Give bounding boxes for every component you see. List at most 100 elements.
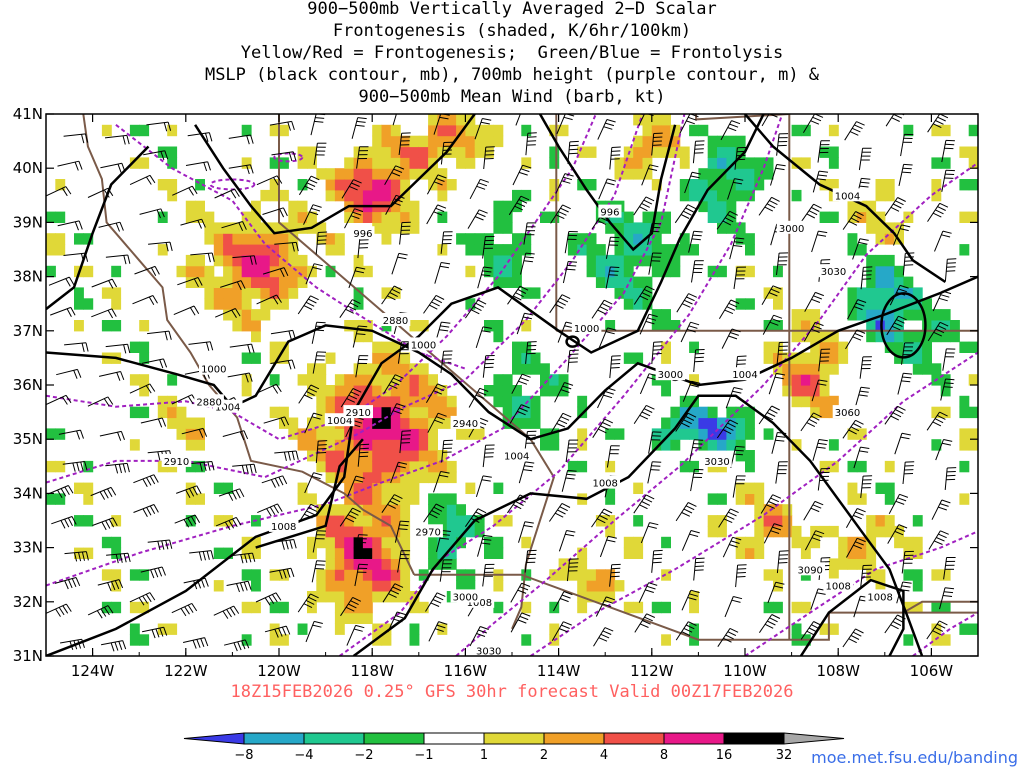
shade-cell — [530, 352, 541, 364]
wind-barb — [172, 185, 198, 196]
shade-cell — [586, 233, 597, 245]
shade-cell — [400, 504, 411, 516]
shade-cell — [428, 146, 438, 158]
shade-cell — [623, 222, 634, 234]
wind-barb — [509, 404, 530, 424]
shade-cell — [875, 276, 886, 288]
lon-tick-label: 106W — [910, 662, 954, 680]
shade-cell — [679, 179, 690, 191]
wind-barb — [812, 170, 829, 193]
wind-barb — [214, 188, 240, 199]
wind-barb — [129, 174, 156, 186]
shade-cell — [661, 341, 671, 353]
shade-cell — [530, 363, 541, 375]
shade-cell — [139, 124, 150, 137]
wind-barb — [176, 485, 202, 499]
shade-cell — [623, 536, 634, 549]
wind-barb — [140, 417, 167, 428]
colorbar-swatch — [423, 732, 485, 745]
contour-label: 3060 — [835, 408, 860, 419]
shade-cell — [502, 385, 513, 397]
shade-cell — [922, 363, 932, 375]
shade-cell — [400, 460, 411, 473]
wind-barb — [889, 284, 909, 306]
shade-cell — [791, 352, 802, 364]
shade-cell — [782, 525, 793, 538]
shade-cell — [362, 146, 373, 158]
shade-cell — [269, 233, 280, 245]
shade-cell — [241, 601, 252, 614]
shade-cell — [409, 168, 420, 180]
shade-cell — [800, 320, 811, 332]
shade-cell — [428, 374, 438, 386]
shade-cell — [223, 287, 233, 299]
shade-cell — [446, 536, 457, 549]
shade-cell — [111, 547, 122, 559]
shade-cell — [83, 298, 94, 310]
wind-barb — [427, 412, 447, 433]
shade-cell — [139, 569, 150, 581]
wind-barb — [720, 120, 741, 141]
shade-cell — [269, 244, 280, 256]
shade-cell — [334, 374, 345, 386]
shade-cell — [474, 244, 485, 256]
shade-cell — [83, 547, 94, 559]
shade-cell — [754, 157, 765, 169]
shade-cell — [418, 450, 429, 462]
wind-barb — [690, 468, 704, 492]
shade-cell — [390, 547, 401, 559]
shade-cell — [800, 309, 811, 321]
wind-barb — [54, 577, 81, 590]
shade-cell — [241, 309, 252, 321]
wind-barb — [942, 348, 956, 371]
wind-barb — [477, 534, 493, 557]
wind-barb — [641, 164, 659, 186]
shade-cell — [903, 276, 914, 288]
shade-cell — [493, 482, 504, 494]
shade-cell — [791, 320, 802, 332]
shade-cell — [735, 179, 746, 191]
wind-barb — [721, 328, 741, 349]
shade-cell — [614, 287, 625, 299]
credit-link[interactable]: moe.met.fsu.edu/banding — [811, 748, 1018, 767]
shade-cell — [549, 189, 560, 202]
wind-barb — [943, 557, 956, 580]
shade-cell — [884, 515, 895, 527]
wind-barb — [633, 285, 655, 305]
shade-cell — [316, 385, 327, 397]
shade-cell — [428, 428, 438, 440]
shade-cell — [540, 385, 550, 397]
contour-label: 1004 — [504, 452, 529, 463]
shade-cell — [139, 406, 150, 419]
shade-cell — [735, 157, 746, 169]
wind-barb — [692, 140, 705, 164]
shade-cell — [912, 287, 923, 299]
shade-cell — [642, 124, 653, 137]
shade-cell — [83, 515, 94, 527]
shade-cell — [344, 179, 355, 191]
shade-cell — [810, 330, 821, 343]
shade-cell — [353, 471, 364, 484]
shade-cell — [297, 482, 308, 494]
shade-cell — [623, 254, 634, 267]
shade-cell — [828, 179, 839, 191]
wind-barb — [550, 412, 572, 433]
wind-barb — [129, 383, 156, 394]
wind-barb — [758, 405, 780, 425]
shade-cell — [912, 341, 923, 353]
shade-cell — [223, 547, 233, 559]
shade-cell — [55, 211, 66, 223]
shade-cell — [139, 320, 150, 332]
shade-cell — [195, 439, 205, 451]
wind-barb — [132, 295, 158, 306]
shade-cell — [418, 146, 429, 158]
wind-barb — [174, 514, 201, 528]
shade-cell — [437, 623, 448, 635]
shade-cell — [940, 634, 951, 646]
shade-cell — [931, 320, 942, 332]
contour-label-bg — [450, 589, 481, 603]
shade-cell — [828, 460, 839, 473]
shade-cell — [670, 417, 681, 429]
shade-cell — [437, 493, 448, 505]
shade-cell — [232, 222, 243, 234]
